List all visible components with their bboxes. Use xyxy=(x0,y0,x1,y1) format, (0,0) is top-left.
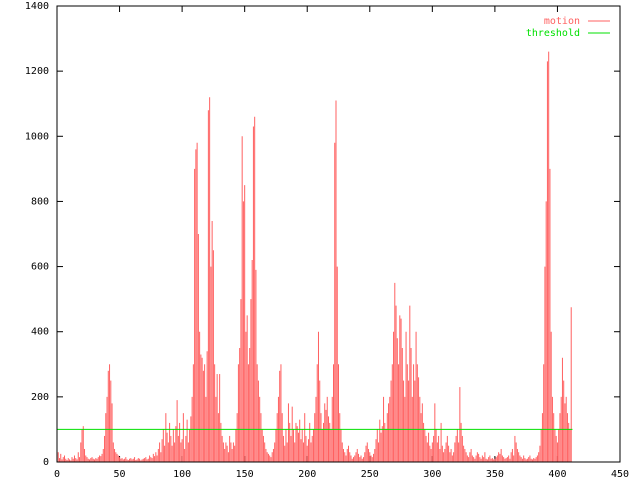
x-tick-label: 50 xyxy=(114,469,126,480)
y-tick-label: 1200 xyxy=(25,66,49,77)
y-tick-label: 800 xyxy=(31,196,49,207)
y-tick-label: 600 xyxy=(31,262,49,273)
x-tick-label: 350 xyxy=(486,469,504,480)
x-tick-label: 0 xyxy=(54,469,60,480)
y-tick-label: 200 xyxy=(31,392,49,403)
x-tick-label: 150 xyxy=(236,469,254,480)
x-tick-label: 300 xyxy=(423,469,441,480)
x-tick-label: 250 xyxy=(361,469,379,480)
x-tick-label: 400 xyxy=(548,469,566,480)
x-tick-label: 450 xyxy=(611,469,629,480)
legend-label: motion xyxy=(544,16,580,27)
y-tick-label: 1000 xyxy=(25,131,49,142)
x-tick-label: 200 xyxy=(298,469,316,480)
plot-frame xyxy=(56,5,621,463)
y-tick-label: 0 xyxy=(43,457,49,468)
x-tick-label: 100 xyxy=(173,469,191,480)
y-tick-label: 1400 xyxy=(25,1,49,12)
y-tick-label: 400 xyxy=(31,327,49,338)
legend-label: threshold xyxy=(526,28,580,39)
